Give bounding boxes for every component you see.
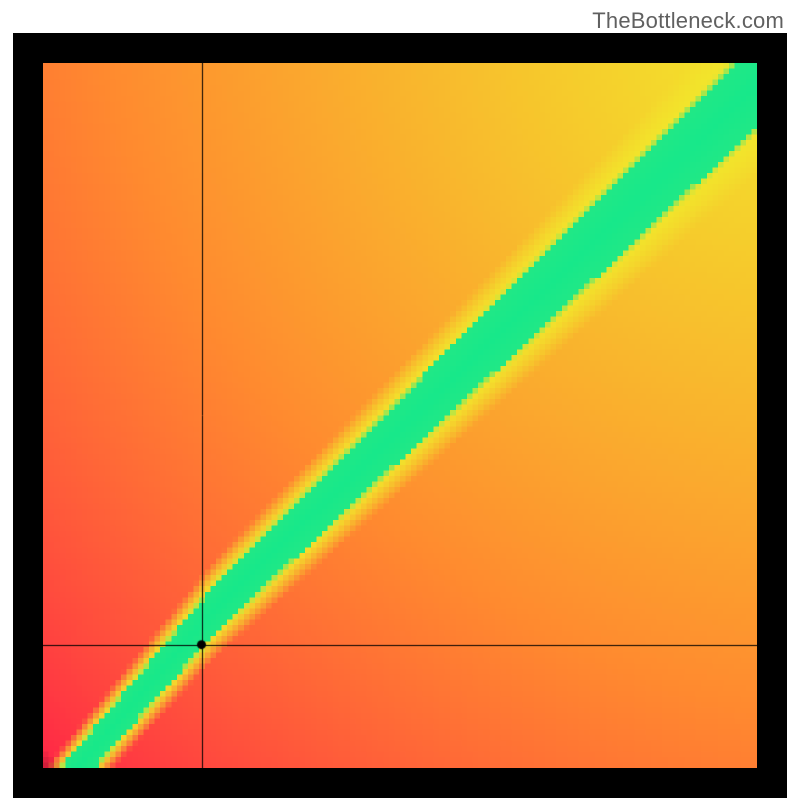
- overlay-canvas: [43, 63, 757, 768]
- watermark-text: TheBottleneck.com: [592, 8, 784, 34]
- plot-frame: [13, 33, 787, 798]
- chart-container: TheBottleneck.com: [0, 0, 800, 800]
